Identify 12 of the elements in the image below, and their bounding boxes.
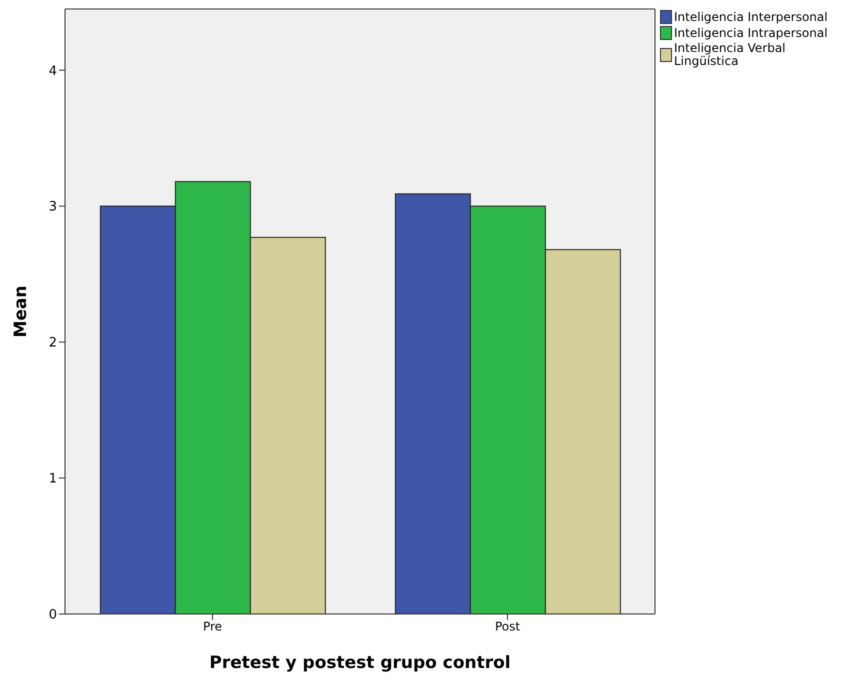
y-tick-label: 4 <box>48 64 57 79</box>
legend-label: Inteligencia Interpersonal <box>674 10 828 24</box>
legend-label: Inteligencia Verbal Lingüística <box>674 41 787 68</box>
y-tick-label: 3 <box>48 200 57 215</box>
x-tick-label: Pre <box>202 620 222 634</box>
y-tick-label: 2 <box>48 336 57 351</box>
legend-label: Inteligencia Intrapersonal <box>674 26 828 40</box>
y-axis-title: Mean <box>11 285 32 338</box>
x-tick-label: Post <box>494 620 520 634</box>
x-axis-title: Pretest y postest grupo control <box>209 653 511 673</box>
y-tick-label: 0 <box>48 608 57 623</box>
y-tick-label: 1 <box>48 472 57 487</box>
